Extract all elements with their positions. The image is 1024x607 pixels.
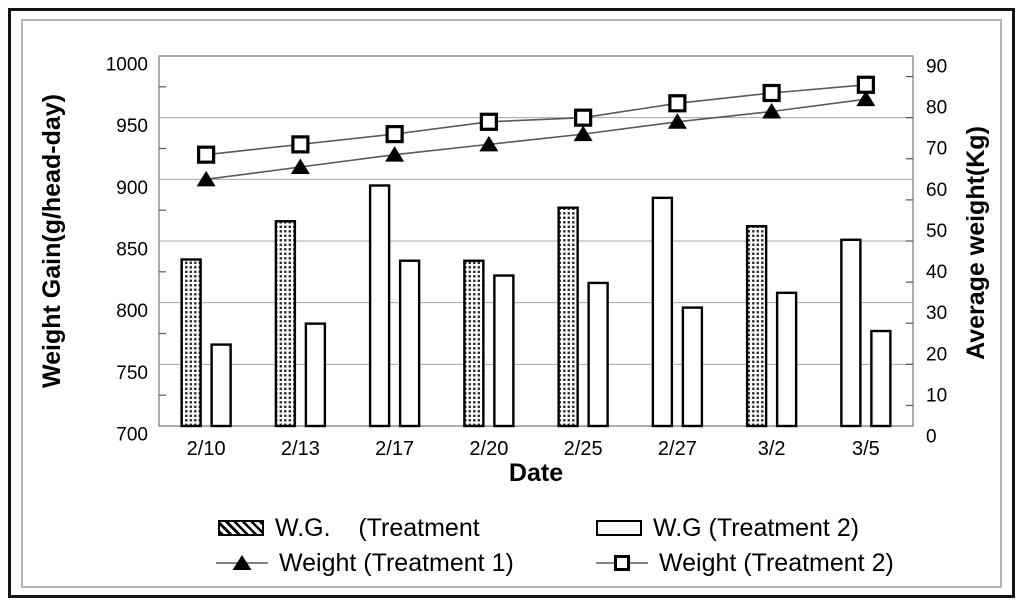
bar-wg-t1-2/27 xyxy=(651,196,674,428)
bar-wg-t2-2/13 xyxy=(304,322,327,428)
hatched-bar-swatch-icon xyxy=(218,520,264,536)
triangle-marker-2/20 xyxy=(479,135,499,152)
line-square-marker-icon xyxy=(596,555,648,571)
triangle-marker-2/17 xyxy=(385,146,405,162)
bar-wg-t1-2/17 xyxy=(368,184,391,428)
right-axis-tick-label: 90 xyxy=(926,57,947,78)
right-axis-tick-label: 30 xyxy=(926,303,947,324)
square-marker-2/20 xyxy=(479,112,498,131)
x-axis-tick-label: 2/13 xyxy=(281,438,320,460)
left-axis-tick-label: 850 xyxy=(116,240,148,261)
x-axis-tick-label: 2/27 xyxy=(658,438,697,460)
right-axis-tick-label: 10 xyxy=(926,385,947,406)
gridlines xyxy=(158,55,914,427)
square-marker-3/2 xyxy=(762,83,781,103)
x-axis-tick-label: 3/2 xyxy=(758,438,786,460)
bar-wg-t2-2/17 xyxy=(398,259,421,428)
legend-label-weight-treatment2: Weight (Treatment 2) xyxy=(659,548,894,577)
x-axis-tick-label: 2/10 xyxy=(187,438,226,460)
right-axis-title: Average weight(Kg) xyxy=(962,126,990,360)
line-triangle-marker-icon xyxy=(216,555,268,570)
figure-outer-border xyxy=(8,8,1015,598)
right-axis-tick-label: 20 xyxy=(926,344,947,365)
line-weight-t1 xyxy=(206,98,866,181)
triangle-marker-2/25 xyxy=(573,125,593,142)
bar-wg-t2-3/2 xyxy=(775,291,798,428)
legend-item-weight-treatment2: Weight (Treatment 2) xyxy=(596,548,894,577)
line-series xyxy=(196,75,876,187)
bar-series xyxy=(180,184,892,428)
line-weight-t2 xyxy=(206,83,866,156)
bar-wg-t2-2/10 xyxy=(210,343,232,428)
axes-ticks-labels: 700 750 800 850 900 950 1000 0 10 20 30 40 50 60 70 80 9… xyxy=(106,55,947,461)
legend-label-weight-treatment1: Weight (Treatment 1) xyxy=(279,548,514,577)
right-axis-tick-label: 50 xyxy=(926,221,947,242)
triangle-marker-3/5 xyxy=(856,90,876,107)
left-axis-tick-label: 900 xyxy=(116,178,148,199)
right-axis-tick-label: 60 xyxy=(926,180,947,201)
bar-wg-t1-3/2 xyxy=(745,224,768,428)
x-axis-tick-label: 2/25 xyxy=(564,438,603,460)
legend-item-weight-treatment1: Weight (Treatment 1) xyxy=(216,548,514,577)
left-axis-tick-label: 800 xyxy=(116,301,148,322)
legend-label-wg-treatment1: W.G. (Treatment xyxy=(275,513,480,542)
x-axis-title: Date xyxy=(509,459,563,487)
square-marker-2/17 xyxy=(385,125,404,144)
left-axis-title: Weight Gain(g/head-day) xyxy=(38,94,66,388)
square-marker-2/25 xyxy=(574,108,593,127)
square-marker-3/5 xyxy=(856,75,875,94)
bar-wg-t1-2/20 xyxy=(463,259,485,428)
legend-item-wg-treatment2: W.G (Treatment 2) xyxy=(596,513,860,542)
legend-item-wg-treatment1: W.G. (Treatment xyxy=(218,513,480,542)
x-axis-tick-label: 2/17 xyxy=(375,438,414,460)
right-axis-tick-label: 70 xyxy=(926,139,947,160)
bar-wg-t1-2/13 xyxy=(274,220,297,428)
square-marker-2/27 xyxy=(668,94,687,113)
square-marker-2/13 xyxy=(291,135,310,154)
triangle-marker-2/13 xyxy=(290,158,310,174)
bar-wg-t2-2/27 xyxy=(681,306,704,428)
bar-wg-t2-2/20 xyxy=(493,274,515,428)
right-axis-tick-label: 80 xyxy=(926,98,947,119)
bar-wg-t1-2/25 xyxy=(557,206,579,428)
left-axis-tick-label: 1000 xyxy=(106,55,148,76)
left-axis-tick-label: 950 xyxy=(116,116,148,137)
open-bar-swatch-icon xyxy=(596,520,642,536)
bar-wg-t2-2/25 xyxy=(587,281,609,428)
x-axis-tick-label: 2/20 xyxy=(469,438,508,460)
triangle-marker-2/27 xyxy=(667,113,687,129)
right-axis-tick-label: 0 xyxy=(926,427,937,448)
bar-wg-t1-3/5 xyxy=(840,238,862,428)
bar-wg-t2-3/5 xyxy=(870,329,892,428)
left-axis-tick-label: 750 xyxy=(116,363,148,384)
bar-wg-t1-2/10 xyxy=(180,258,202,428)
square-marker-2/10 xyxy=(197,145,216,164)
triangle-marker-3/2 xyxy=(762,103,782,119)
legend-label-wg-treatment2: W.G (Treatment 2) xyxy=(653,513,860,542)
right-axis-tick-label: 40 xyxy=(926,262,947,283)
x-axis-tick-label: 3/5 xyxy=(852,438,880,460)
triangle-marker-2/10 xyxy=(196,170,216,187)
left-axis-tick-label: 700 xyxy=(116,425,148,446)
chart-object-border xyxy=(21,19,1002,588)
